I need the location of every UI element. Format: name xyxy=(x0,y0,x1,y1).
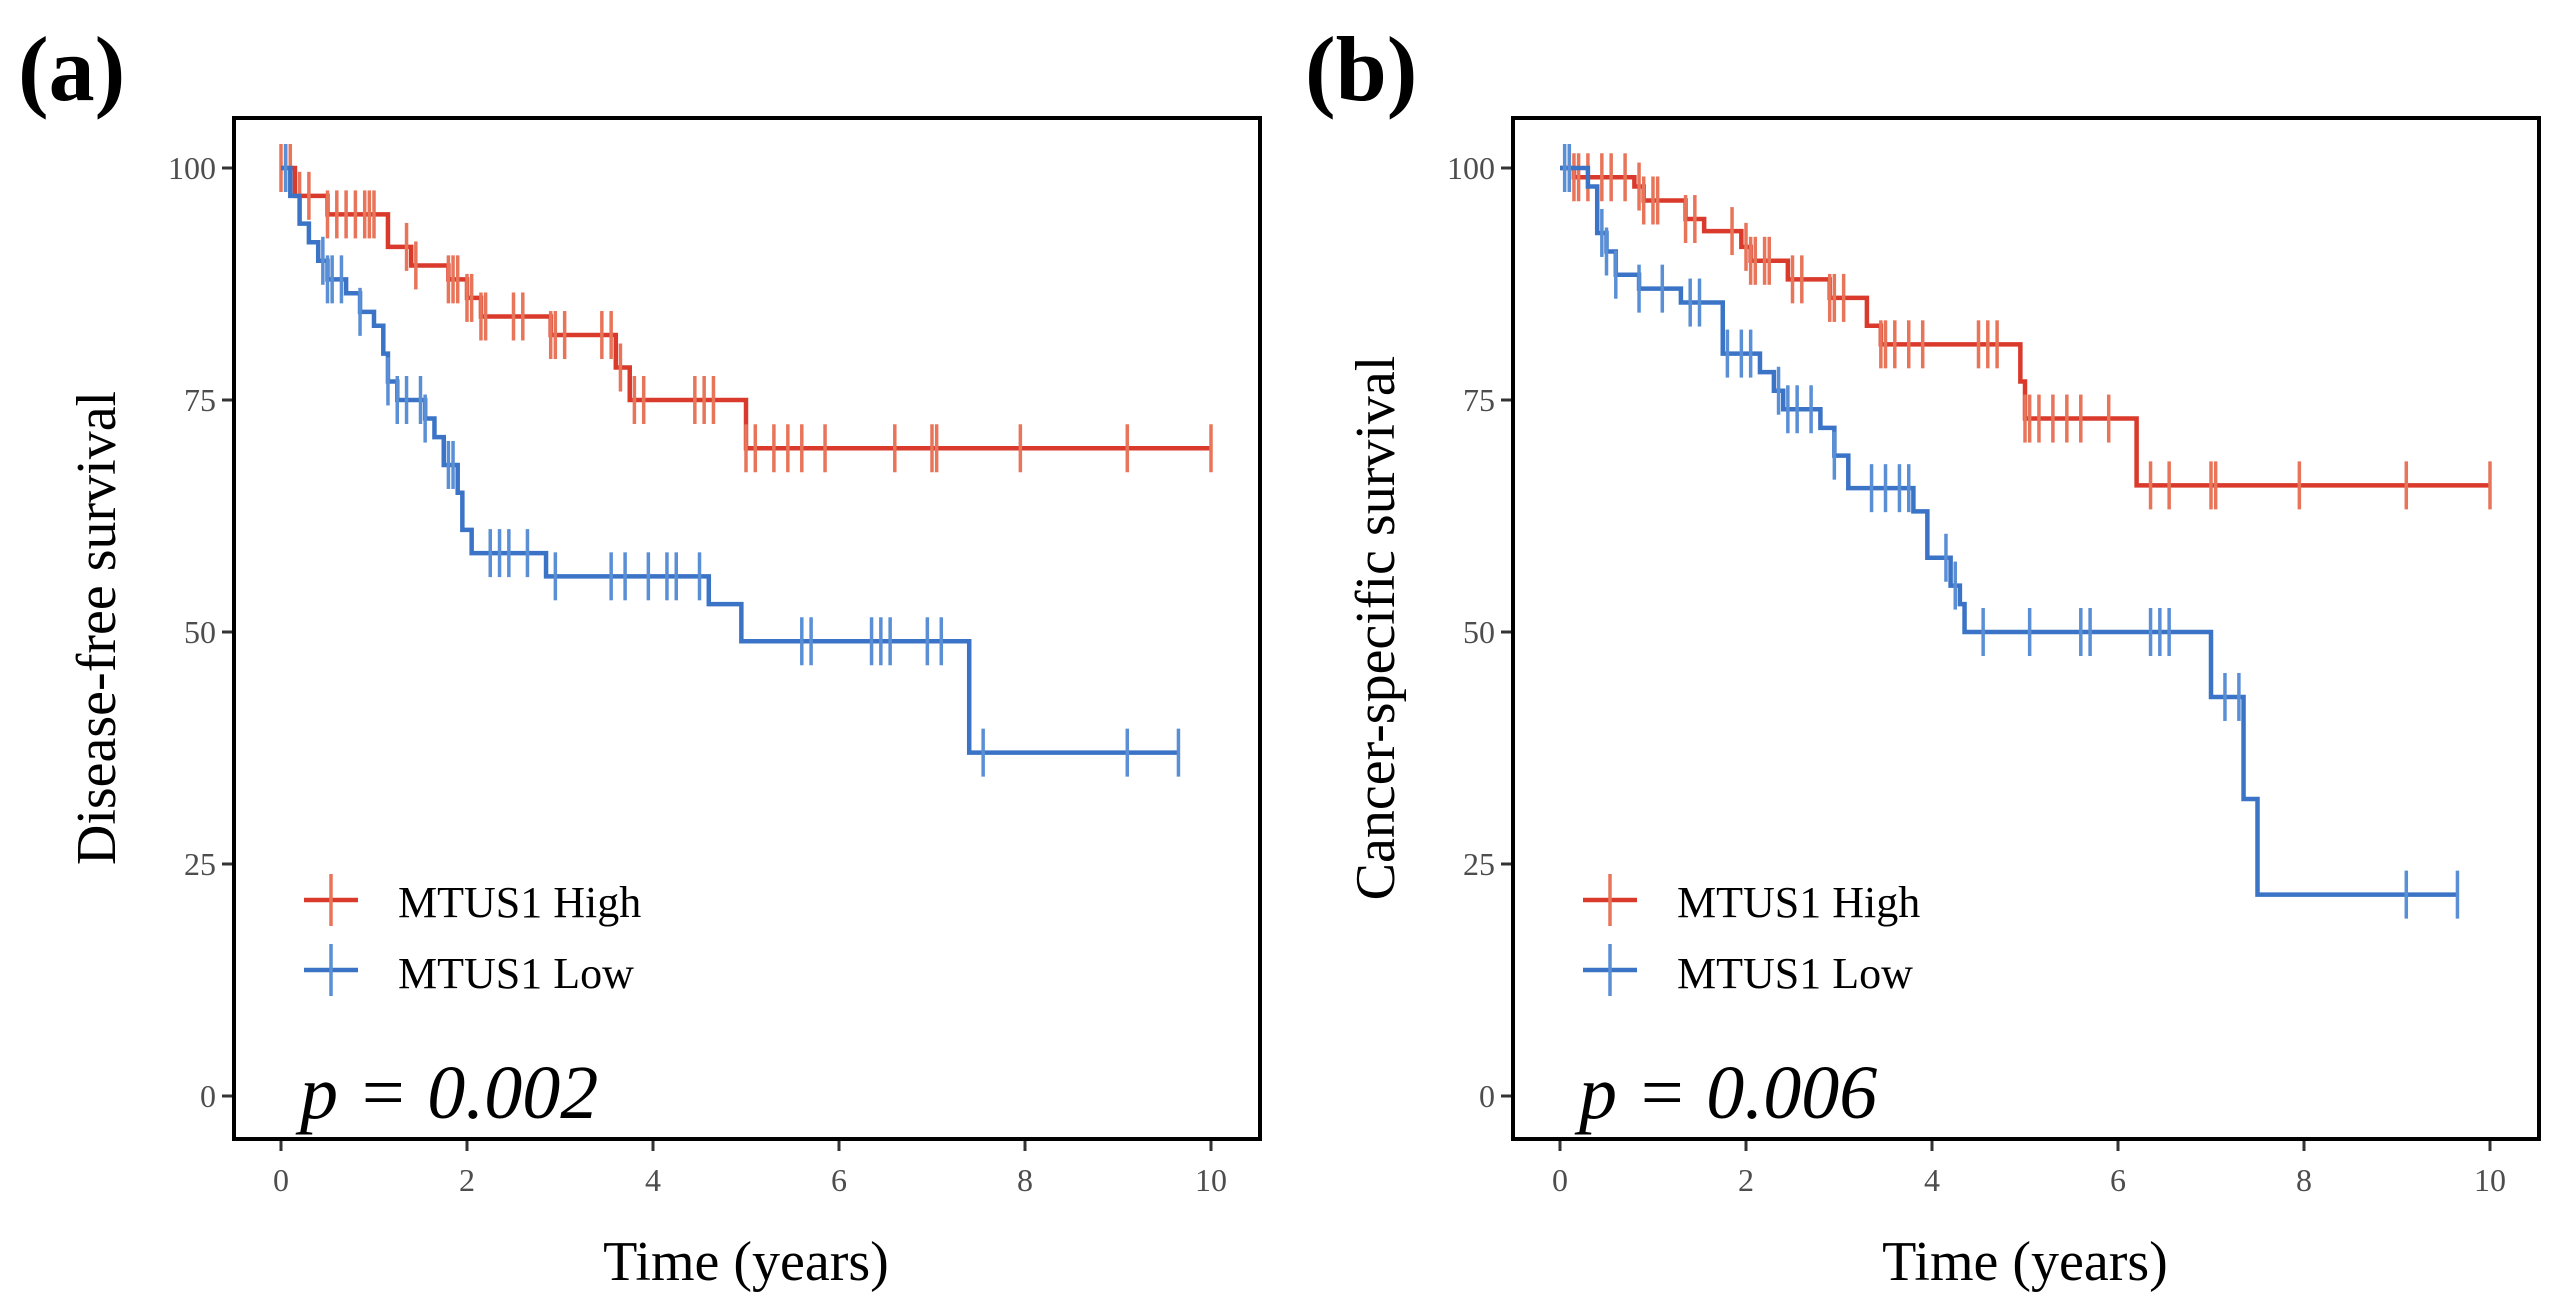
survival-curve-low xyxy=(1560,165,2458,897)
y-tick-label: 25 xyxy=(1463,846,1495,882)
y-tick-label: 0 xyxy=(1479,1078,1495,1114)
y-tick-label: 100 xyxy=(168,150,216,186)
x-tick-label: 6 xyxy=(2110,1162,2126,1198)
panel-label: (a) xyxy=(18,18,125,120)
y-tick-label: 25 xyxy=(184,846,216,882)
panel-a: (a) Disease-free survival Time (years) p… xyxy=(18,18,1262,1293)
x-tick-label: 6 xyxy=(831,1162,847,1198)
x-tick-label: 2 xyxy=(1738,1162,1754,1198)
x-tick-label: 2 xyxy=(459,1162,475,1198)
y-tick-label: 75 xyxy=(1463,382,1495,418)
x-tick-label: 10 xyxy=(2474,1162,2506,1198)
plot-frame xyxy=(1511,116,2541,1141)
y-axis-title: Disease-free survival xyxy=(66,391,128,865)
x-tick-label: 4 xyxy=(645,1162,661,1198)
y-tick-label: 75 xyxy=(184,382,216,418)
x-tick-label: 8 xyxy=(1017,1162,1033,1198)
panel-b: (b) Cancer-specific survival Time (years… xyxy=(1305,18,2541,1293)
legend-label-high: MTUS1 High xyxy=(1677,878,1920,927)
plot-frame xyxy=(232,116,1262,1141)
x-tick-label: 0 xyxy=(1552,1162,1568,1198)
legend-label-low: MTUS1 Low xyxy=(1677,949,1913,998)
p-value: p = 0.002 xyxy=(295,1051,598,1135)
x-axis-title: Time (years) xyxy=(603,1231,889,1293)
x-tick-label: 8 xyxy=(2296,1162,2312,1198)
x-tick-label: 4 xyxy=(1924,1162,1940,1198)
x-tick-label: 0 xyxy=(273,1162,289,1198)
x-axis-title: Time (years) xyxy=(1882,1231,2168,1293)
legend-label-high: MTUS1 High xyxy=(398,878,641,927)
y-tick-label: 100 xyxy=(1447,150,1495,186)
p-value: p = 0.006 xyxy=(1574,1051,1877,1135)
x-tick-label: 10 xyxy=(1195,1162,1227,1198)
y-axis-title: Cancer-specific survival xyxy=(1345,356,1407,901)
y-tick-label: 50 xyxy=(1463,614,1495,650)
legend-label-low: MTUS1 Low xyxy=(398,949,634,998)
y-tick-label: 50 xyxy=(184,614,216,650)
y-tick-label: 0 xyxy=(200,1078,216,1114)
panel-label: (b) xyxy=(1305,18,1417,120)
